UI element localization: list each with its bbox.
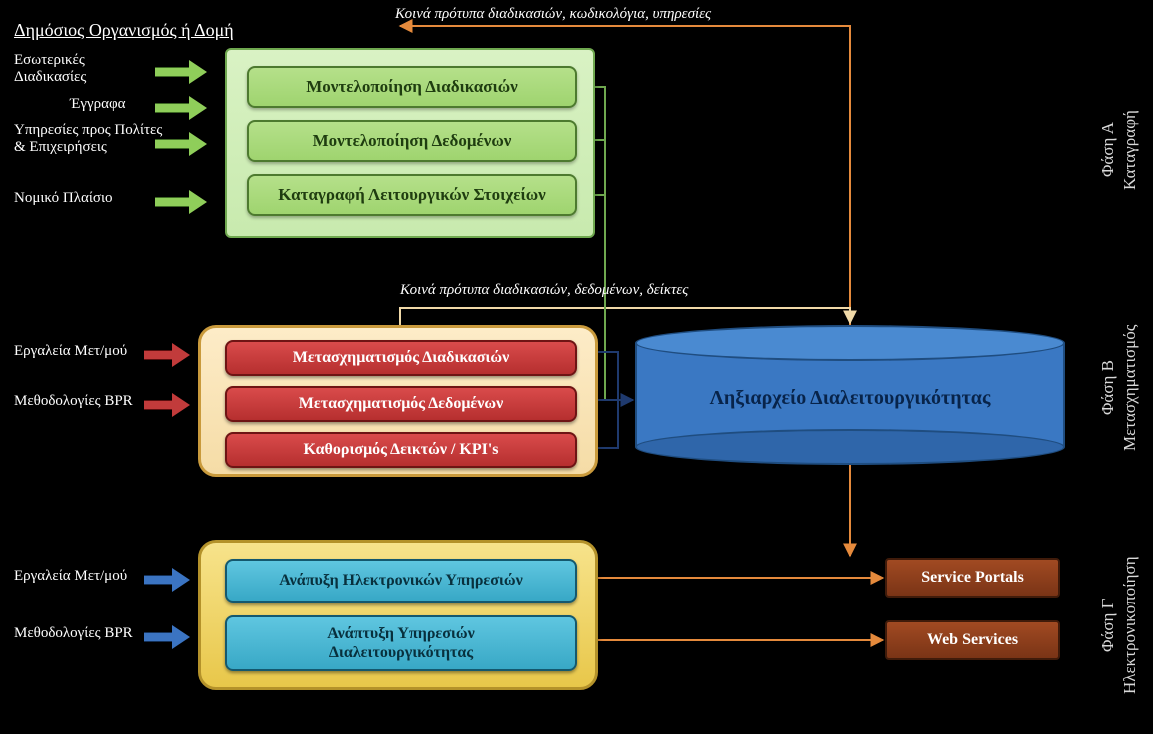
phase-c-item-1: Ανάπυξη Ηλεκτρονικών Υπηρεσιών xyxy=(225,559,577,603)
phase-c-item-2: Ανάπτυξη Υπηρεσιών Διαλειτουργικότητας xyxy=(225,615,577,671)
phase-a-item-3: Καταγραφή Λειτουργικών Στοιχείων xyxy=(247,174,577,216)
input-a-1: Εσωτερικές Διαδικασίες xyxy=(14,52,86,86)
phase-b-container: Μετασχηματισμός Διαδικασιών Μετασχηματισ… xyxy=(198,325,598,477)
input-a-4: Νομικό Πλαίσιο xyxy=(14,190,113,207)
arrow-a-3 xyxy=(155,132,207,156)
phase-b-item-2: Μετασχηματισμός Δεδομένων xyxy=(225,386,577,422)
registry-label: Ληξιαρχείο Διαλειτουργικότητας xyxy=(635,387,1065,410)
input-b-2: Μεθοδολογίες BPR xyxy=(14,393,133,410)
input-b-1: Εργαλεία Μετ/μού xyxy=(14,343,127,360)
input-a-2: Έγγραφα xyxy=(70,96,126,113)
arrow-a-1 xyxy=(155,60,207,84)
input-c-1: Εργαλεία Μετ/μού xyxy=(14,568,127,585)
phase-a-item-2: Μοντελοποίηση Δεδομένων xyxy=(247,120,577,162)
phase-label-c: Φάση Γ Ηλεκτρονικοποίηση xyxy=(1097,530,1141,720)
arrow-a-4 xyxy=(155,190,207,214)
input-c-2: Μεθοδολογίες BPR xyxy=(14,625,133,642)
arrow-c-2 xyxy=(144,625,190,649)
phase-a-item-1: Μοντελοποίηση Διαδικασιών xyxy=(247,66,577,108)
annotation-top: Κοινά πρότυπα διαδικασιών, κωδικολόγια, … xyxy=(395,6,711,23)
page-title: Δημόσιος Οργανισμός ή Δομή xyxy=(14,20,234,41)
phase-b-item-3: Καθορισμός Δεικτών / KPI's xyxy=(225,432,577,468)
phase-a-container: Μοντελοποίηση Διαδικασιών Μοντελοποίηση … xyxy=(225,48,595,238)
phase-label-b: Φάση Β Μετασχηματισμός xyxy=(1097,300,1141,475)
arrow-a-2 xyxy=(155,96,207,120)
annotation-mid: Κοινά πρότυπα διαδικασιών, δεδομένων, δε… xyxy=(400,282,688,299)
output-service-portals: Service Portals xyxy=(885,558,1060,598)
output-web-services: Web Services xyxy=(885,620,1060,660)
input-a-3: Υπηρεσίες προς Πολίτες & Επιχειρήσεις xyxy=(14,122,162,156)
phase-label-a: Φάση Α Καταγραφή xyxy=(1097,70,1141,230)
registry-cylinder: Ληξιαρχείο Διαλειτουργικότητας xyxy=(635,325,1065,465)
arrow-b-1 xyxy=(144,343,190,367)
phase-b-item-1: Μετασχηματισμός Διαδικασιών xyxy=(225,340,577,376)
phase-c-container: Ανάπυξη Ηλεκτρονικών Υπηρεσιών Ανάπτυξη … xyxy=(198,540,598,690)
arrow-b-2 xyxy=(144,393,190,417)
arrow-c-1 xyxy=(144,568,190,592)
